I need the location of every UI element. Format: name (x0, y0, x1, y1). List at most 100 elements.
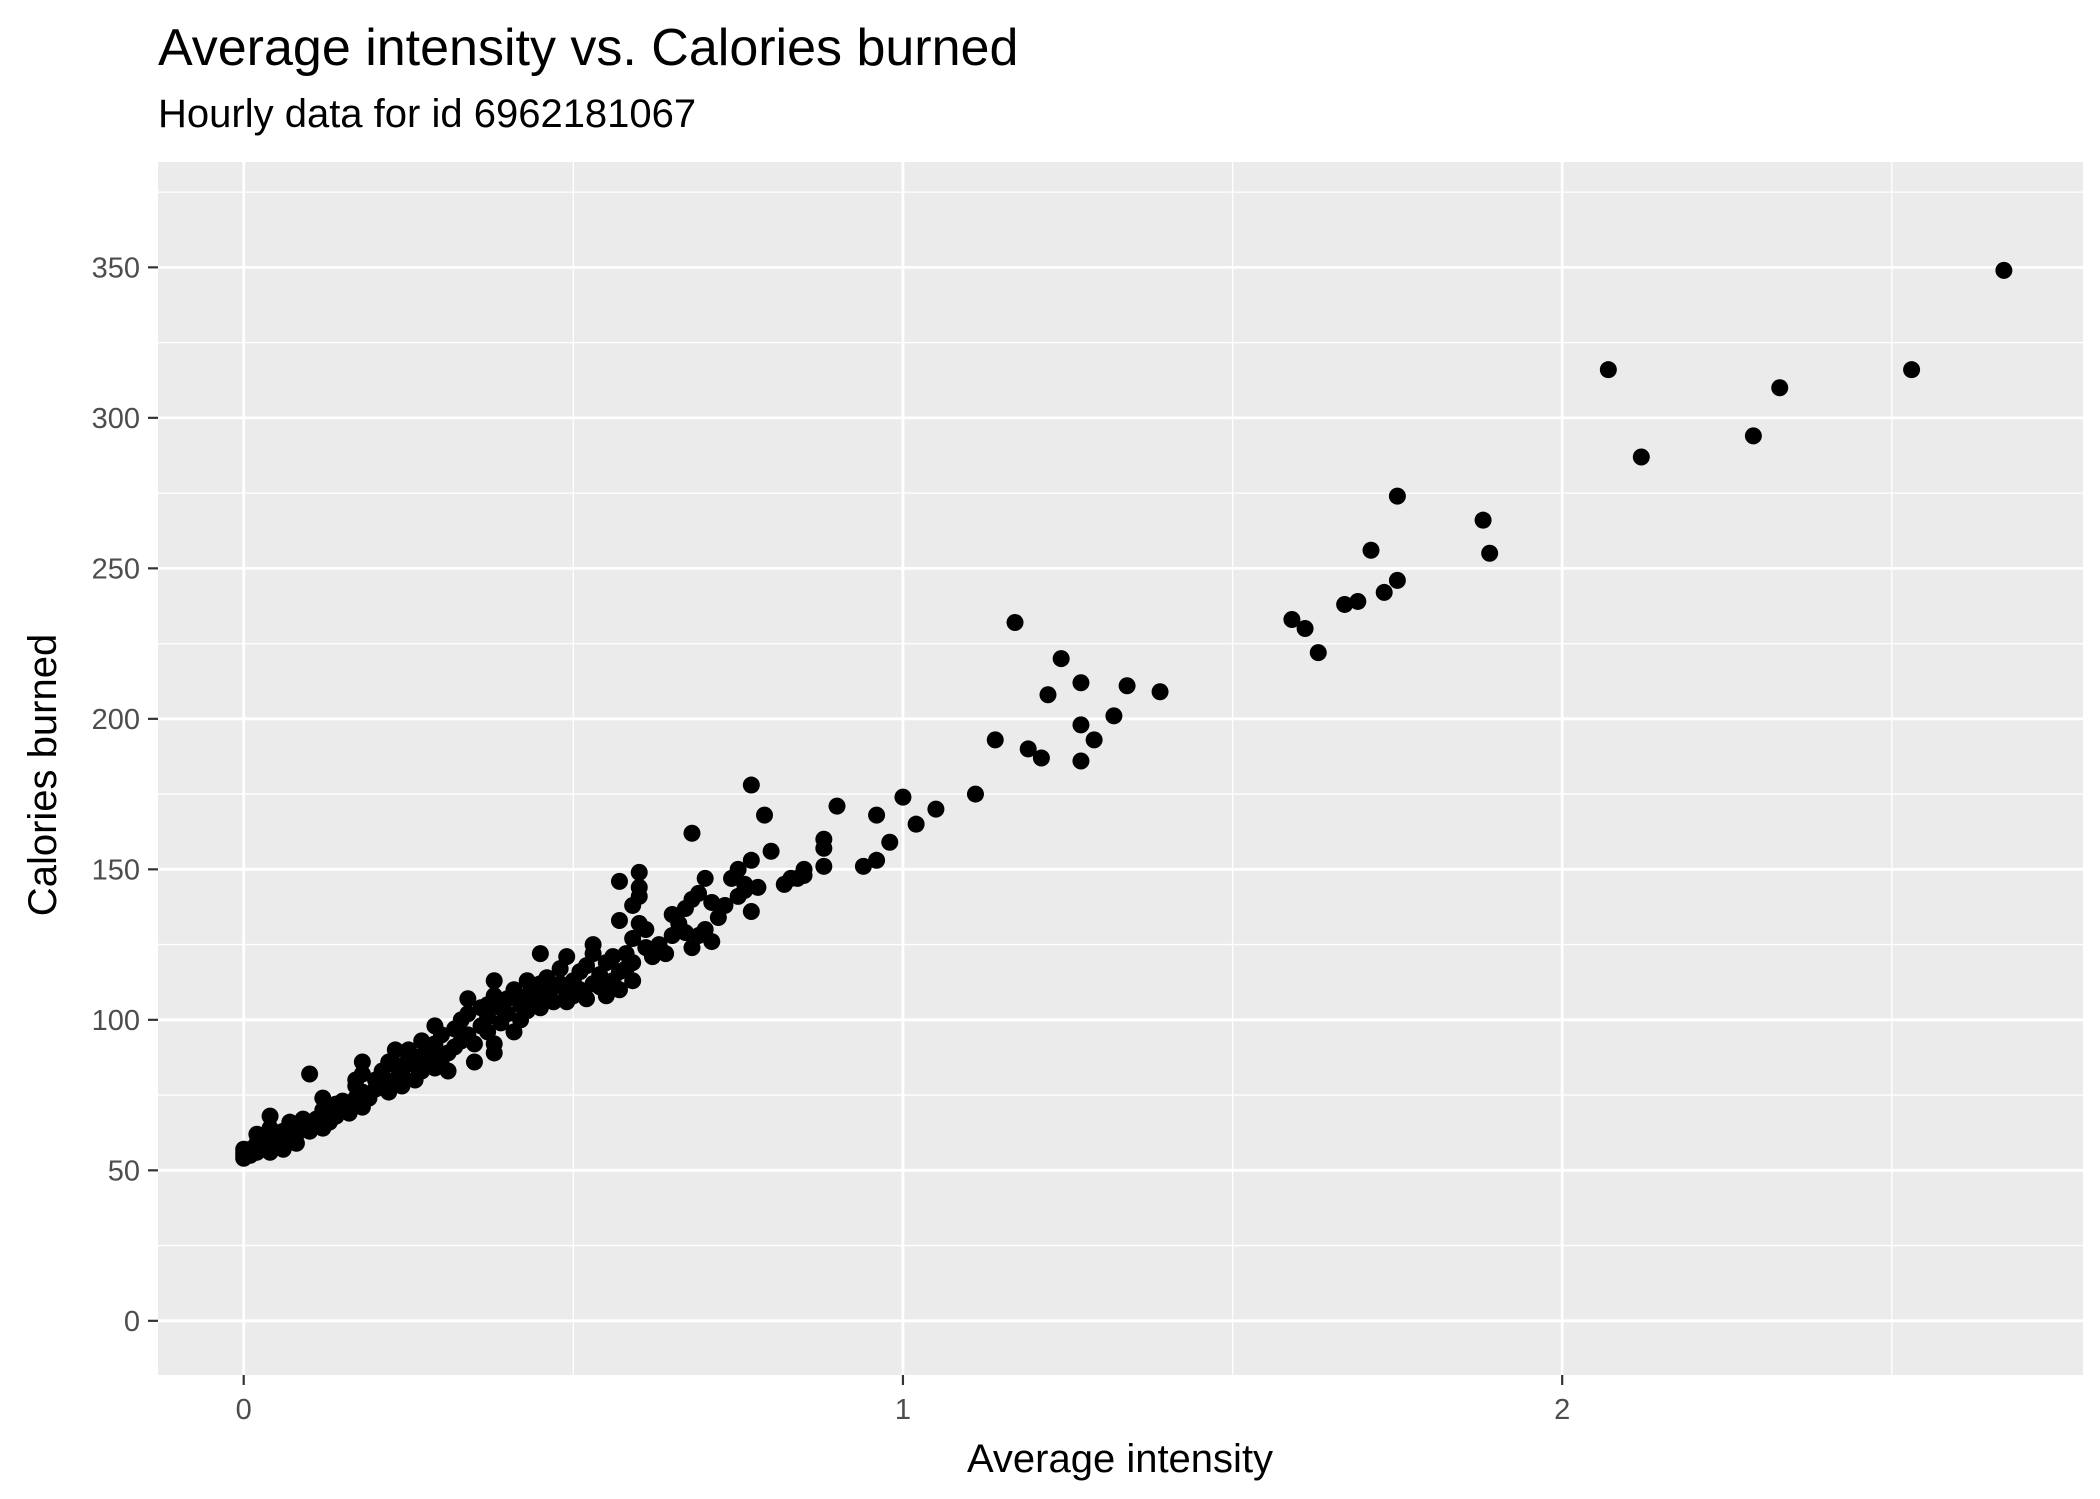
data-point (703, 933, 721, 951)
data-point (505, 981, 523, 999)
data-point (815, 830, 833, 848)
y-tick-label: 250 (92, 553, 140, 585)
data-point (1006, 614, 1024, 632)
data-point (894, 788, 912, 806)
data-point (795, 866, 813, 884)
data-point (485, 1035, 503, 1053)
data-point (439, 1062, 457, 1080)
data-point (1474, 511, 1492, 529)
minor-gridlines (158, 162, 2083, 1375)
data-point (1039, 686, 1057, 704)
data-point (1995, 261, 2013, 279)
x-axis-title: Average intensity (967, 1437, 1273, 1481)
data-point (465, 1035, 483, 1053)
data-point (1105, 707, 1123, 725)
y-tick-label: 100 (92, 1005, 140, 1037)
data-point (624, 930, 642, 948)
data-point (393, 1077, 411, 1095)
data-point (353, 1053, 371, 1071)
y-tick-label: 50 (108, 1155, 140, 1187)
x-tick-label: 2 (1554, 1394, 1570, 1426)
data-point (393, 1065, 411, 1083)
data-point (1336, 595, 1354, 613)
y-tick-label: 0 (124, 1306, 140, 1338)
data-point (479, 1008, 497, 1026)
data-point (1481, 544, 1499, 562)
data-point (558, 948, 576, 966)
data-point (927, 800, 945, 818)
data-point (1118, 677, 1136, 695)
data-point (261, 1107, 279, 1125)
x-tick-label: 1 (895, 1394, 911, 1426)
data-point (1085, 731, 1103, 749)
data-point (465, 1053, 483, 1071)
data-point (1375, 583, 1393, 601)
data-point (1362, 541, 1380, 559)
data-point (610, 981, 628, 999)
data-point (1072, 716, 1090, 734)
data-point (1151, 683, 1169, 701)
chart-title: Average intensity vs. Calories burned (158, 19, 1019, 77)
data-point (690, 884, 708, 902)
data-point (498, 1005, 516, 1023)
data-point (676, 924, 694, 942)
data-point (868, 851, 886, 869)
data-point (742, 902, 760, 920)
data-point (624, 954, 642, 972)
data-point (624, 972, 642, 990)
data-point (459, 1005, 477, 1023)
y-tick-label: 150 (92, 854, 140, 886)
axis-ticks: 0 1 2 0 50 100 150 200 250 300 350 (92, 252, 1571, 1426)
data-point (1744, 427, 1762, 445)
data-point (597, 987, 615, 1005)
data-point (578, 990, 596, 1008)
data-point (1072, 752, 1090, 770)
data-point (657, 945, 675, 963)
data-point (854, 857, 872, 875)
data-point (1903, 361, 1921, 379)
data-point (630, 863, 648, 881)
data-point (881, 833, 899, 851)
data-point (716, 896, 734, 914)
data-point (696, 869, 714, 887)
data-point (815, 857, 833, 875)
data-point (637, 921, 655, 939)
data-point (301, 1065, 319, 1083)
data-point (1771, 379, 1789, 397)
x-tick-label: 0 (236, 1394, 252, 1426)
data-point (531, 945, 549, 963)
data-point (1072, 674, 1090, 692)
data-point (1309, 644, 1327, 662)
data-point (742, 776, 760, 794)
data-point (314, 1089, 332, 1107)
data-point (703, 893, 721, 911)
data-point (1283, 611, 1301, 629)
data-point (756, 806, 774, 824)
data-point (742, 851, 760, 869)
data-point (729, 860, 747, 878)
data-point (1388, 571, 1406, 589)
data-point (630, 878, 648, 896)
data-point (1019, 740, 1037, 758)
data-point (1052, 650, 1070, 668)
plot-panel (158, 162, 2083, 1375)
data-point (762, 842, 780, 860)
y-tick-label: 200 (92, 704, 140, 736)
data-point (531, 999, 549, 1017)
data-point (610, 912, 628, 930)
data-points (235, 261, 2013, 1167)
data-point (485, 972, 503, 990)
data-point (868, 806, 886, 824)
data-point (1632, 448, 1650, 466)
data-point (353, 1065, 371, 1083)
data-point (604, 948, 622, 966)
y-tick-label: 300 (92, 403, 140, 435)
data-point (1388, 487, 1406, 505)
y-tick-label: 350 (92, 252, 140, 284)
data-point (736, 875, 754, 893)
y-axis-title: Calories burned (21, 634, 65, 916)
data-point (261, 1119, 279, 1137)
data-point (459, 990, 477, 1008)
data-point (1599, 361, 1617, 379)
